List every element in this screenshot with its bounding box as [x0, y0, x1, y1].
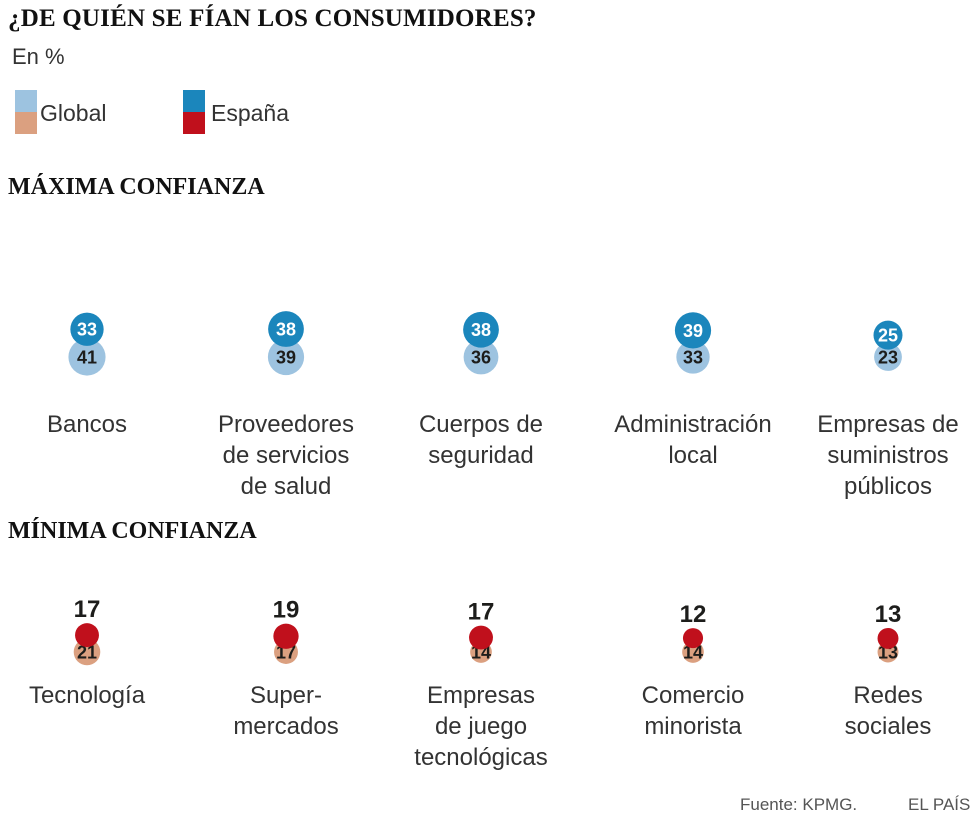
chart-subtitle: En % — [12, 44, 65, 69]
min-category-label-3-1: minorista — [644, 713, 742, 740]
min-spain-bubble-0 — [75, 623, 99, 648]
legend-swatch-spain-top — [183, 90, 205, 112]
min-category-label-0-0: Tecnología — [29, 682, 146, 709]
max-category-label-4-1: suministros — [827, 442, 948, 469]
max-category-label-3-0: Administración — [614, 411, 771, 438]
min-global-bubble-0 — [73, 638, 101, 666]
max-global-value-2: 36 — [471, 347, 491, 367]
max-spain-value-3: 39 — [683, 321, 703, 341]
max-spain-bubble-3 — [674, 312, 712, 349]
min-category-label-1-0: Super- — [250, 682, 322, 709]
legend-label-global: Global — [40, 100, 107, 126]
max-category-label-1-2: de salud — [241, 473, 332, 500]
min-global-value-0: 21 — [77, 642, 97, 662]
legend-label-spain: España — [211, 100, 290, 126]
source-note: Fuente: KPMG. — [740, 795, 858, 814]
min-spain-value-0: 17 — [74, 596, 101, 623]
min-category-label-2-1: de juego — [435, 713, 527, 740]
max-spain-value-1: 38 — [276, 320, 296, 340]
max-spain-value-0: 33 — [77, 320, 97, 340]
min-category-label-1-1: mercados — [233, 713, 338, 740]
max-spain-bubble-1 — [268, 311, 304, 347]
min-spain-bubble-2 — [469, 625, 493, 650]
max-spain-bubble-0 — [70, 312, 104, 346]
min-spain-value-4: 13 — [875, 601, 902, 628]
section-title-max: MÁXIMA CONFIANZA — [8, 174, 265, 200]
max-spain-bubble-2 — [463, 311, 499, 348]
min-category-label-2-2: tecnológicas — [414, 744, 547, 771]
min-global-value-3: 14 — [683, 642, 703, 662]
min-spain-value-3: 12 — [680, 601, 707, 628]
legend-swatch-global-bottom — [15, 112, 37, 134]
min-category-label-3-0: Comercio — [642, 682, 745, 709]
section-title-min: MÍNIMA CONFIANZA — [8, 518, 257, 544]
max-category-label-4-2: públicos — [844, 473, 932, 500]
legend-swatch-global-top — [15, 90, 37, 112]
max-global-bubble-1 — [267, 338, 305, 376]
max-category-label-0-0: Bancos — [47, 411, 127, 438]
max-global-bubble-4 — [874, 343, 902, 371]
max-global-value-0: 41 — [77, 347, 97, 367]
min-spain-bubble-3 — [682, 628, 704, 649]
max-category-label-2-1: seguridad — [428, 442, 533, 469]
max-spain-value-4: 25 — [878, 326, 898, 346]
max-category-label-4-0: Empresas de — [817, 411, 958, 438]
max-global-bubble-3 — [676, 340, 710, 374]
max-global-value-1: 39 — [276, 347, 296, 367]
chart-title: ¿DE QUIÉN SE FÍAN LOS CONSUMIDORES? — [8, 5, 537, 32]
max-category-label-3-1: local — [668, 442, 717, 469]
min-spain-bubble-1 — [273, 623, 299, 649]
legend-swatch-spain-bottom — [183, 112, 205, 134]
min-category-label-2-0: Empresas — [427, 682, 535, 709]
max-spain-bubble-4 — [873, 320, 903, 350]
max-category-label-2-0: Cuerpos de — [419, 411, 543, 438]
publisher-credit: EL PAÍS — [908, 795, 971, 814]
min-spain-bubble-4 — [877, 627, 899, 649]
min-spain-value-2: 17 — [468, 599, 495, 626]
max-global-bubble-0 — [68, 338, 106, 376]
min-category-label-4-1: sociales — [845, 713, 932, 740]
max-category-label-1-0: Proveedores — [218, 411, 354, 438]
max-category-label-1-1: de servicios — [223, 442, 350, 469]
min-spain-value-1: 19 — [273, 597, 300, 624]
max-global-value-3: 33 — [683, 347, 703, 367]
max-global-value-4: 23 — [878, 347, 898, 367]
min-category-label-4-0: Redes — [853, 682, 922, 709]
max-global-bubble-2 — [463, 339, 499, 375]
max-spain-value-2: 38 — [471, 320, 491, 340]
